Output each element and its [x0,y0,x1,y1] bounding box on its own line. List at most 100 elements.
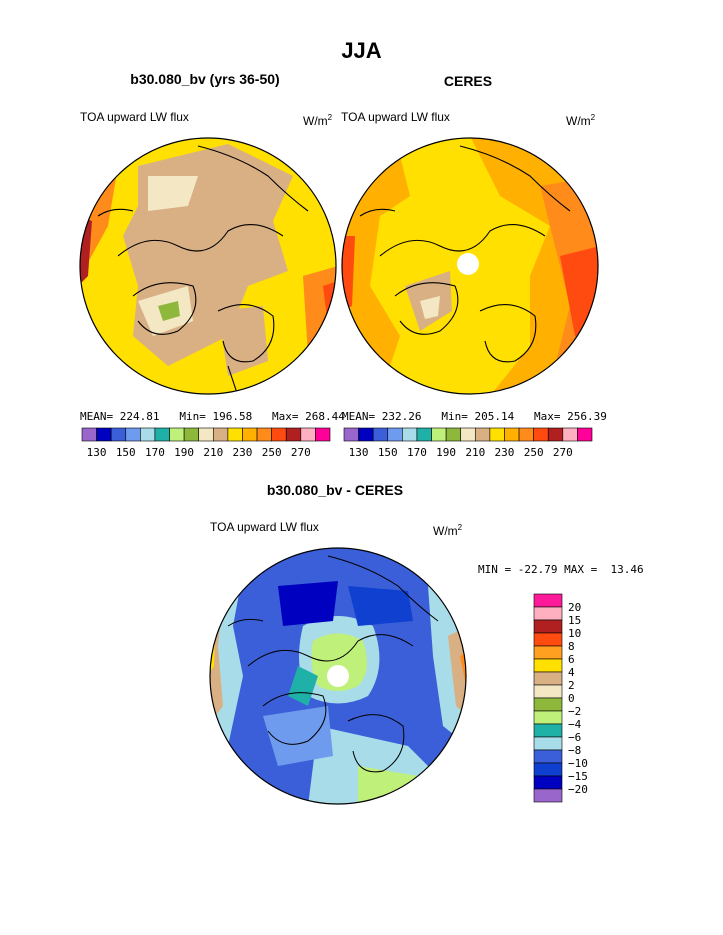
colorbar-tick-label: 270 [291,446,311,459]
colorbar-swatch [387,427,403,442]
colorbar-tick-label: 6 [568,653,575,666]
colorbar-swatch [533,736,563,751]
colorbar-swatch [372,427,389,442]
colorbar-tick-label: −6 [568,731,581,744]
colorbar-swatch [110,427,127,442]
colorbar-tick-label: 20 [568,601,581,614]
colorbar-swatch [212,427,229,442]
colorbar-tick-label: 130 [349,446,369,459]
colorbar-tick-label: 190 [436,446,456,459]
colorbar-tick-label: 270 [553,446,573,459]
colorbar-swatch [198,427,214,442]
colorbar-swatch [402,427,418,442]
colorbar-swatch [533,749,563,764]
colorbar-swatch [271,427,287,442]
colorbar-swatch [533,723,563,738]
colorbar-tick-label: 170 [145,446,165,459]
panel2-subtitle: CERES [443,73,493,89]
colorbar-tick-label: 150 [378,446,398,459]
colorbar-swatch [504,427,520,442]
panel1-stats: MEAN= 224.81 Min= 196.58 Max= 268.44 [80,410,345,423]
colorbar-tick-label: −8 [568,744,581,757]
colorbar-swatch [81,427,97,442]
panel2-polar-map [341,137,599,395]
panel3-units: W/m2 [433,523,463,538]
colorbar-tick-label: −20 [568,783,588,796]
colorbar-swatch [358,427,374,442]
colorbar-swatch [183,427,200,442]
colorbar-tick-label: 4 [568,666,575,679]
colorbar-swatch [154,427,170,442]
colorbar-swatch [242,427,258,442]
colorbar-tick-label: −10 [568,757,588,770]
colorbar-swatch [474,427,491,442]
colorbar-tick-label: 230 [495,446,515,459]
colorbar-tick-label: 130 [87,446,107,459]
colorbar-swatch [227,427,243,442]
panel3-polar-map [209,547,467,805]
figure-title: JJA [341,38,382,63]
colorbar-swatch [533,593,563,608]
colorbar-swatch [343,427,359,442]
colorbar-swatch [489,427,505,442]
colorbar-tick-label: 210 [203,446,223,459]
panel1-colorbar: 130 150 170 190 210 230 250 270 [81,427,331,459]
colorbar-swatch [533,632,563,647]
colorbar-swatch [533,671,563,686]
colorbar-swatch [96,427,112,442]
colorbar-tick-label: 15 [568,614,581,627]
colorbar-swatch [460,427,476,442]
colorbar-tick-label: 170 [407,446,427,459]
colorbar-swatch [533,788,563,803]
colorbar-swatch [533,762,563,777]
panel1-variable-label: TOA upward LW flux [80,110,189,124]
colorbar-swatch [431,427,447,442]
colorbar-swatch [533,427,549,442]
colorbar-swatch [533,710,563,725]
colorbar-swatch [416,427,432,442]
colorbar-swatch [533,775,563,790]
panel1-polar-map [79,137,337,395]
colorbar-swatch [300,427,316,442]
colorbar-swatch [547,427,564,442]
colorbar-tick-label: 8 [568,640,575,653]
colorbar-swatch [315,427,331,442]
colorbar-swatch [533,606,563,621]
colorbar-tick-label: 210 [465,446,485,459]
colorbar-tick-label: −15 [568,770,588,783]
panel2-variable-label: TOA upward LW flux [341,110,450,124]
panel2-stats: MEAN= 232.26 Min= 205.14 Max= 256.39 [342,410,607,423]
colorbar-tick-label: 2 [568,679,575,692]
colorbar-swatch [533,697,563,712]
panel3-variable-label: TOA upward LW flux [210,520,319,534]
colorbar-tick-label: 10 [568,627,581,640]
colorbar-swatch [518,427,534,442]
colorbar-swatch [533,645,563,660]
colorbar-tick-label: 230 [233,446,253,459]
colorbar-tick-label: 250 [524,446,544,459]
colorbar-swatch [285,427,302,442]
colorbar-tick-label: 250 [262,446,282,459]
colorbar-tick-label: 150 [116,446,136,459]
colorbar-swatch [140,427,156,442]
colorbar-swatch [562,427,578,442]
panel3-subtitle: b30.080_bv - CERES [266,482,404,498]
colorbar-swatch [445,427,462,442]
panel2-units: W/m2 [566,113,596,128]
colorbar-tick-label: 0 [568,692,575,705]
colorbar-swatch [533,658,563,673]
colorbar-swatch [169,427,185,442]
colorbar-swatch [125,427,141,442]
colorbar-swatch [577,427,593,442]
colorbar-tick-label: −2 [568,705,581,718]
panel1-subtitle: b30.080_bv (yrs 36-50) [130,71,280,87]
colorbar-swatch [256,427,272,442]
colorbar-tick-label: −4 [568,718,582,731]
panel1-units: W/m2 [303,113,333,128]
colorbar-tick-label: 190 [174,446,194,459]
panel2-colorbar: 130 150 170 190 210 230 250 270 [343,427,593,459]
colorbar-swatch [533,619,563,634]
colorbar-swatch [533,684,563,699]
panel3-stats: MIN = -22.79 MAX = 13.46 [478,563,644,576]
